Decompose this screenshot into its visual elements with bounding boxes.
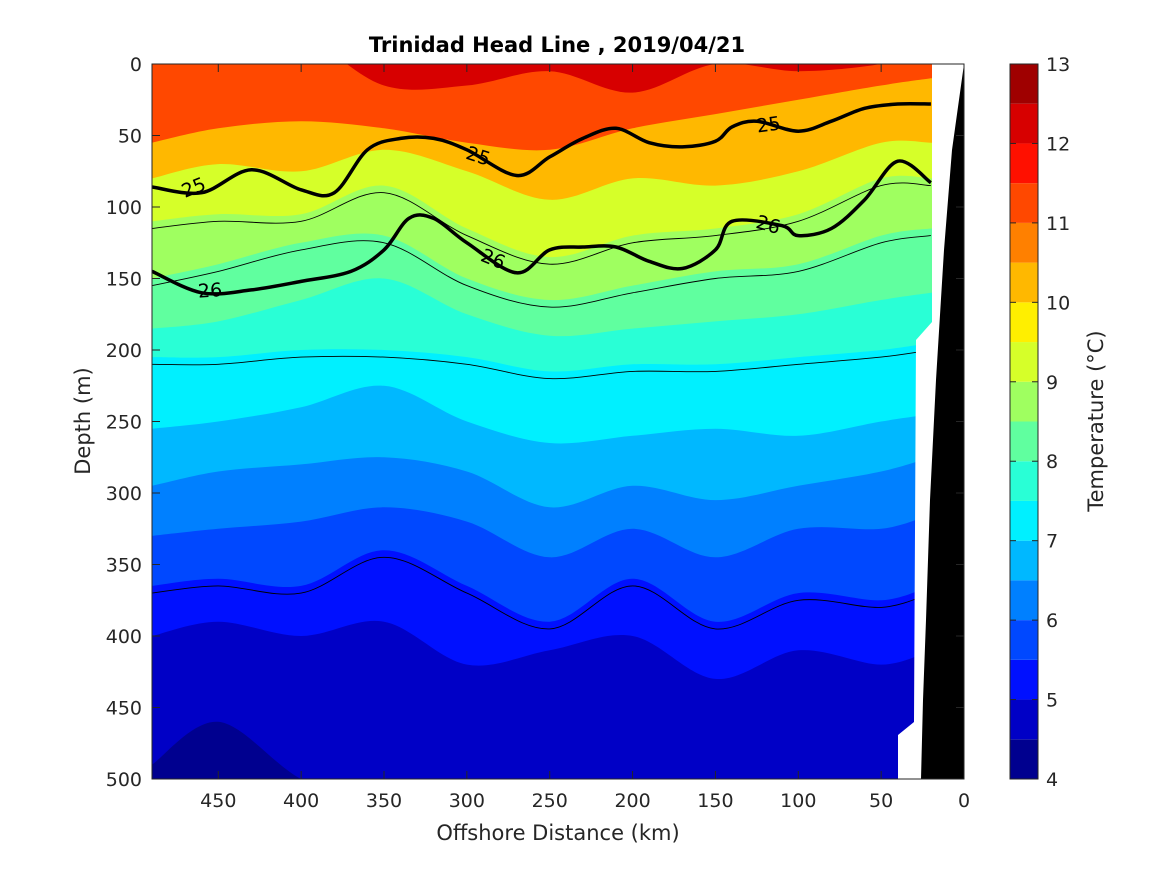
- colorbar-title: Temperature (°C): [1084, 330, 1108, 512]
- y-tick-label: 0: [130, 54, 142, 76]
- y-tick-label: 350: [106, 555, 142, 577]
- temperature-fill-layer: [152, 64, 964, 779]
- colorbar-swatch: [1010, 342, 1038, 382]
- x-tick-label: 450: [200, 790, 236, 812]
- x-tick-label: 150: [697, 790, 733, 812]
- colorbar-frame: [1009, 63, 1039, 780]
- colorbar-swatch: [1010, 183, 1038, 223]
- x-axis-title: Offshore Distance (km): [436, 821, 679, 845]
- thin-contour-line: [152, 349, 931, 380]
- land-shelf-black: [921, 64, 964, 779]
- colorbar-tick-label: 4: [1046, 769, 1058, 791]
- y-tick-label: 100: [106, 197, 142, 219]
- y-tick-label: 500: [106, 769, 142, 791]
- colorbar-swatch: [1010, 699, 1038, 740]
- x-tick-label: 350: [366, 790, 402, 812]
- colorbar-swatch: [1010, 739, 1038, 779]
- y-tick-label: 450: [106, 698, 142, 720]
- contour-label: 26: [197, 279, 223, 303]
- x-tick-label: 50: [869, 790, 893, 812]
- density-contour-25: [152, 101, 931, 198]
- density-contour-26: [152, 159, 932, 296]
- colorbar-tick-label: 5: [1046, 690, 1058, 712]
- colorbar-swatch: [1010, 64, 1038, 104]
- y-axis: 0 50 100 150 200 250 300 350 400 450 500: [106, 54, 964, 791]
- colorbar-swatch: [1010, 222, 1038, 263]
- x-tick-label: 400: [283, 790, 319, 812]
- x-tick-label: 0: [958, 790, 970, 812]
- chart-title: Trinidad Head Line , 2019/04/21: [369, 33, 745, 57]
- coastline-mask: [898, 64, 964, 779]
- colorbar-swatch: [1010, 580, 1038, 621]
- colorbar-tick-label: 13: [1046, 54, 1070, 76]
- y-tick-label: 50: [118, 126, 142, 148]
- colorbar-swatch: [1010, 103, 1038, 144]
- colorbar-tick-label: 6: [1046, 610, 1058, 632]
- colorbar-tick-label: 11: [1046, 213, 1070, 235]
- x-axis: 450 400 350 300 250 200 150 100 50 0: [200, 64, 970, 812]
- colorbar-tick-label: 10: [1046, 292, 1070, 314]
- y-axis-title: Depth (m): [71, 367, 95, 474]
- colorbar-swatch: [1010, 659, 1038, 700]
- y-tick-label: 300: [106, 483, 142, 505]
- temp-band-12: [346, 64, 882, 93]
- y-tick-label: 200: [106, 340, 142, 362]
- colorbar-swatch: [1010, 500, 1038, 541]
- x-tick-label: 300: [449, 790, 485, 812]
- x-tick-label: 250: [532, 790, 568, 812]
- colorbar-swatch: [1010, 421, 1038, 462]
- colorbar-tick-label: 8: [1046, 451, 1058, 473]
- x-tick-label: 200: [614, 790, 650, 812]
- colorbar: 4 5 6 7 8 9 10 11 12 13: [1009, 54, 1070, 791]
- thin-contour-line: [152, 182, 931, 265]
- colorbar-swatch: [1010, 540, 1038, 581]
- colorbar-swatch: [1010, 302, 1038, 343]
- y-tick-label: 400: [106, 626, 142, 648]
- colorbar-swatch: [1010, 262, 1038, 303]
- thin-contour-line: [152, 556, 932, 630]
- y-tick-label: 150: [106, 269, 142, 291]
- thin-contour-line: [152, 235, 931, 308]
- x-tick-label: 100: [780, 790, 816, 812]
- colorbar-swatch: [1010, 381, 1038, 422]
- colorbar-tick-label: 12: [1046, 133, 1070, 155]
- temp-band-11: [152, 64, 964, 151]
- colorbar-swatch: [1010, 143, 1038, 184]
- colorbar-tick-label: 9: [1046, 372, 1058, 394]
- contour-label: 25: [755, 112, 782, 137]
- colorbar-swatch: [1010, 461, 1038, 501]
- y-tick-label: 250: [106, 412, 142, 434]
- colorbar-swatch: [1010, 620, 1038, 660]
- colorbar-tick-label: 7: [1046, 531, 1058, 553]
